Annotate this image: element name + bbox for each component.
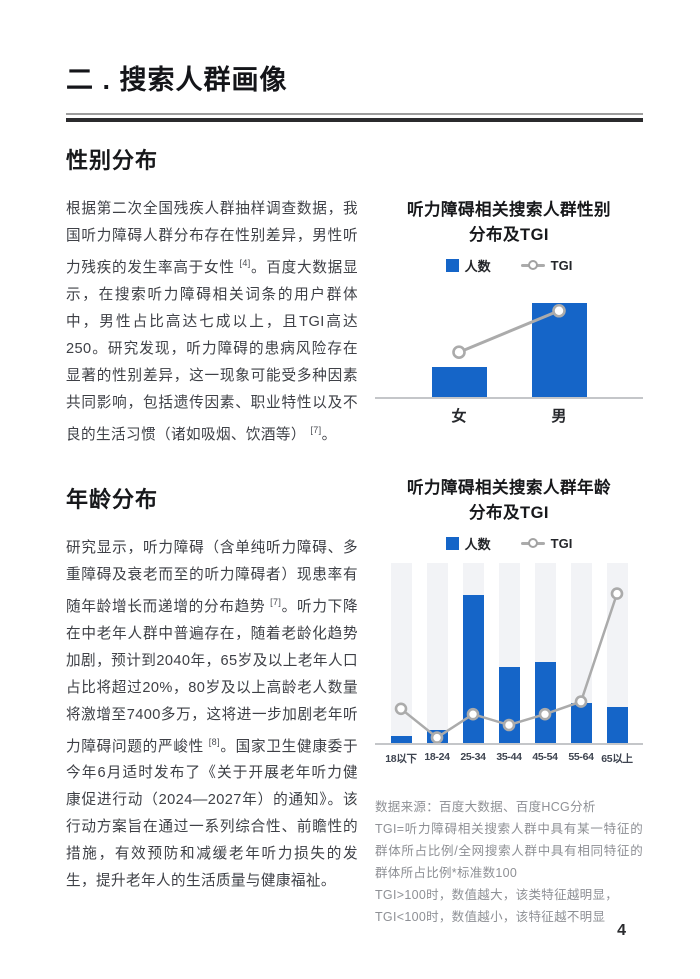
gender-chart: 听力障碍相关搜索人群性别 分布及TGI 人数 TGI 女男 — [375, 198, 643, 426]
tgi-line-layer — [452, 303, 566, 359]
bar-18-24 — [426, 730, 448, 743]
category-label: 18-24 — [424, 751, 450, 763]
bar-女 — [431, 366, 487, 397]
category-label: 25-34 — [460, 751, 486, 763]
line-series-marker-icon — [520, 259, 545, 270]
gender-chart-title: 听力障碍相关搜索人群性别 分布及TGI — [375, 198, 643, 248]
two-column-layout: 性别分布 根据第二次全国残疾人群抽样调查数据，我国听力障碍人群分布存在性别差异，… — [66, 146, 643, 928]
citation-ref: [8] — [208, 736, 220, 747]
category-label: 女 — [451, 408, 467, 425]
footer-note-line: TGI=听力障碍相关搜索人群中具有某一特征的群体所占比例/全网搜索人群中具有相同… — [375, 822, 643, 880]
text-column: 性别分布 根据第二次全国残疾人群抽样调查数据，我国听力障碍人群分布存在性别差异，… — [66, 146, 358, 895]
gender-chart-legend: 人数 TGI — [375, 256, 643, 275]
citation-ref: [7] — [310, 424, 322, 435]
category-label: 65以上 — [601, 753, 633, 765]
chart-title-line: 分布及TGI — [469, 504, 549, 522]
legend-item-tgi: TGI — [520, 257, 573, 273]
age-chart-categories: 18以下 18-24 25-34 35-44 45-54 55-64 65以上 — [375, 751, 643, 766]
legend-label: 人数 — [464, 536, 491, 552]
age-chart-plot — [375, 563, 643, 745]
bar-background-column — [390, 563, 412, 743]
category-label: 18以下 — [385, 753, 417, 765]
bar-65以上 — [606, 707, 628, 743]
age-paragraph: 研究显示，听力障碍（含单纯听力障碍、多重障碍及衰老而至的听力障碍者）现患率有随年… — [66, 539, 358, 890]
gender-chart-plot — [375, 285, 643, 399]
gender-chart-categories: 女男 — [375, 405, 643, 426]
gender-paragraph: 根据第二次全国残疾人群抽样调查数据，我国听力障碍人群分布存在性别差异，男性听力残… — [66, 201, 358, 443]
legend-item-renshu: 人数 — [445, 534, 491, 553]
chart-title-line: 听力障碍相关搜索人群性别 — [407, 201, 611, 219]
bar-25-34 — [462, 595, 484, 743]
age-chart: 听力障碍相关搜索人群年龄 分布及TGI 人数 TGI 18以下 18-24 25-34… — [375, 476, 643, 766]
bar-background-column — [426, 563, 448, 743]
bar-series-swatch-icon — [445, 536, 459, 550]
document-page: 二 . 搜索人群画像 性别分布 根据第二次全国残疾人群抽样调查数据，我国听力障碍… — [66, 65, 643, 939]
category-label: 35-44 — [496, 751, 522, 763]
legend-label: TGI — [550, 257, 573, 273]
bar-55-64 — [570, 703, 592, 743]
age-chart-title: 听力障碍相关搜索人群年龄 分布及TGI — [375, 476, 643, 526]
citation-ref: [7] — [270, 596, 282, 607]
bar-35-44 — [498, 667, 520, 743]
tgi-point-marker — [452, 345, 466, 359]
section-heading-age: 年龄分布 — [66, 486, 159, 512]
category-label: 45-54 — [532, 751, 558, 763]
charts-column: 听力障碍相关搜索人群性别 分布及TGI 人数 TGI 女男 听力障碍相关搜索人群年… — [375, 146, 643, 928]
chart-title-line: 分布及TGI — [469, 226, 549, 244]
line-series-marker-icon — [520, 537, 545, 548]
legend-item-tgi: TGI — [520, 535, 573, 551]
legend-label: 人数 — [464, 258, 491, 274]
page-number: 4 — [617, 922, 626, 939]
footer-note-line: TGI<100时，数值越小，该特征越不明显 — [375, 910, 606, 924]
page-title: 二 . 搜索人群画像 — [66, 65, 288, 95]
bar-男 — [531, 302, 587, 397]
category-label: 55-64 — [568, 751, 594, 763]
bar-45-54 — [534, 662, 556, 743]
title-divider — [66, 113, 643, 122]
chart-title-line: 听力障碍相关搜索人群年龄 — [407, 479, 611, 497]
footer-notes: 数据来源：百度大数据、百度HCG分析 TGI=听力障碍相关搜索人群中具有某一特征的… — [375, 796, 643, 928]
footer-note-line: TGI>100时，数值越大，该类特征越明显， — [375, 888, 619, 902]
age-chart-legend: 人数 TGI — [375, 534, 643, 553]
bar-18以下 — [390, 735, 412, 743]
citation-ref: [4] — [239, 258, 251, 268]
category-label: 男 — [551, 408, 567, 425]
bar-series-swatch-icon — [445, 258, 459, 272]
footer-note-line: 数据来源：百度大数据、百度HCG分析 — [375, 800, 596, 814]
legend-label: TGI — [550, 535, 573, 551]
legend-item-renshu: 人数 — [445, 256, 491, 275]
section-heading-gender: 性别分布 — [66, 148, 159, 173]
